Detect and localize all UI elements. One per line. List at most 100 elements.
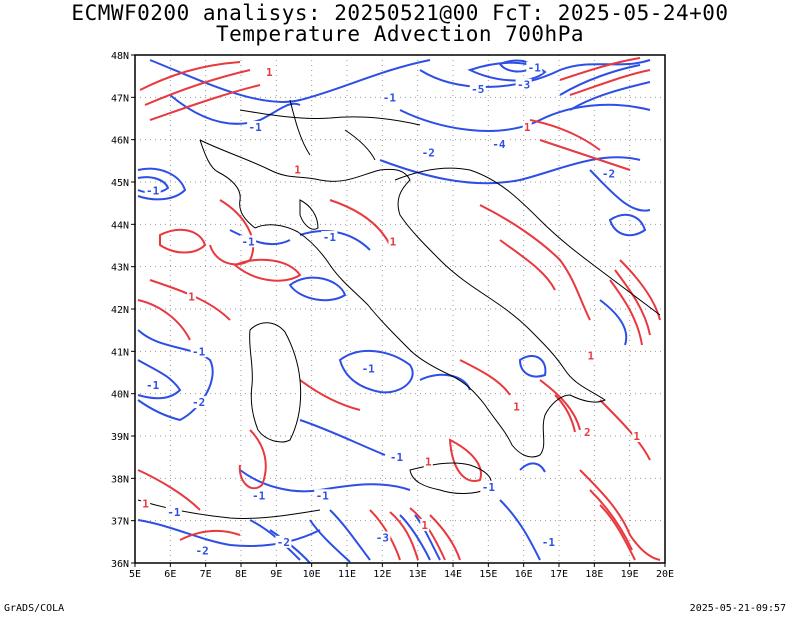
contour-label-bg <box>321 231 338 244</box>
contour-label: -1 <box>390 451 404 464</box>
contour-label: -2 <box>422 146 435 159</box>
lon-tick-label: 9E <box>270 569 282 580</box>
lat-tick-label: 37N <box>111 517 129 528</box>
contour-label: -1 <box>383 91 397 104</box>
lon-tick-label: 12E <box>373 569 391 580</box>
contour-label: -1 <box>167 506 181 519</box>
contour-label-bg <box>586 349 596 362</box>
contour-label: 1 <box>188 290 195 303</box>
contour-label: 1 <box>425 455 432 468</box>
contour-label: 1 <box>390 235 397 248</box>
lon-tick-label: 7E <box>200 569 212 580</box>
contour-label: -1 <box>542 536 556 549</box>
lat-tick-label: 36N <box>111 559 129 570</box>
contour-label-bg <box>388 451 405 464</box>
lat-tick-label: 38N <box>111 474 129 485</box>
lon-tick-label: 17E <box>550 569 568 580</box>
contour-label-bg <box>187 290 197 303</box>
contour-label-bg <box>264 65 274 78</box>
contour-label: -1 <box>482 481 496 494</box>
contour-label-bg <box>423 455 433 468</box>
contour-label: -1 <box>146 379 160 392</box>
contour-label-bg <box>522 120 532 133</box>
lon-tick-label: 15E <box>479 569 497 580</box>
contour-label: -1 <box>323 231 337 244</box>
lon-tick-label: 11E <box>338 569 356 580</box>
map-title: ECMWF0200 analisys: 20250521@00 FcT: 202… <box>71 1 729 25</box>
contour-label: -1 <box>252 489 266 502</box>
contour-label-bg <box>526 61 543 74</box>
contour-label-bg <box>247 120 264 133</box>
contour-label: 1 <box>294 163 301 176</box>
contour-label: 1 <box>513 400 520 413</box>
contour-label: -2 <box>196 544 209 557</box>
contour-label-bg <box>420 146 437 159</box>
contour-label: 1 <box>266 66 273 79</box>
contour-label-bg <box>360 362 377 375</box>
contour-label: 1 <box>587 350 594 363</box>
lon-tick-label: 19E <box>621 569 639 580</box>
lon-tick-label: 14E <box>444 569 462 580</box>
contour-label-bg <box>469 82 486 95</box>
contour-label: 2 <box>584 426 591 439</box>
lat-tick-label: 40N <box>111 390 129 401</box>
contour-label: -1 <box>362 362 376 375</box>
contour-label-bg <box>512 400 522 413</box>
lon-tick-label: 16E <box>515 569 533 580</box>
contour-label-bg <box>141 497 151 510</box>
generation-timestamp: 2025-05-21-09:57 <box>689 603 786 614</box>
contour-label-bg <box>190 345 207 358</box>
contour-label-bg <box>540 535 557 548</box>
contour-label-bg <box>515 78 532 91</box>
contour-label-bg <box>240 235 257 248</box>
contour-label-bg <box>314 489 331 502</box>
contour-label: 1 <box>524 121 531 134</box>
lat-tick-label: 43N <box>111 263 129 274</box>
contour-label: -1 <box>146 184 160 197</box>
contour-label: -3 <box>517 79 530 92</box>
contour-label-bg <box>293 163 303 176</box>
contour-label-layer: -1 -3 -5 -2 -4 -2 -1 -1 -1 -1 -1 -1 -1 -2 -1 -1 -1 -1 -1 -1… <box>141 61 642 557</box>
contour-label: -4 <box>492 138 506 151</box>
contour-label: -1 <box>192 345 206 358</box>
positive-advection-contours <box>137 57 661 561</box>
lat-tick-label: 42N <box>111 305 129 316</box>
contour-label: -1 <box>241 235 255 248</box>
lat-tick-label: 47N <box>111 93 129 104</box>
lat-tick-label: 39N <box>111 432 129 443</box>
lon-tick-label: 20E <box>656 569 674 580</box>
contour-label: -2 <box>192 396 205 409</box>
contour-label-bg <box>275 535 292 548</box>
contour-label: -1 <box>316 489 330 502</box>
contour-label-bg <box>582 425 592 438</box>
contour-label-bg <box>374 531 391 544</box>
contour-label-bg <box>194 544 211 557</box>
lat-tick-label: 41N <box>111 347 129 358</box>
contour-label: -1 <box>249 121 263 134</box>
lon-tick-label: 10E <box>303 569 321 580</box>
lat-tick-label: 46N <box>111 136 129 147</box>
software-credit: GrADS/COLA <box>4 603 65 614</box>
lon-tick-label: 13E <box>409 569 427 580</box>
contour-label: -2 <box>277 536 290 549</box>
contour-label-bg <box>165 506 182 519</box>
lon-tick-label: 5E <box>129 569 141 580</box>
negative-advection-contours <box>137 59 651 563</box>
map-subtitle: Temperature Advection 700hPa <box>215 22 584 46</box>
contour-label-bg <box>144 379 161 392</box>
contour-label-bg <box>632 430 642 442</box>
contour-label: 1 <box>142 498 149 511</box>
contour-label-bg <box>490 137 507 150</box>
lat-tick-label: 48N <box>111 51 129 62</box>
contour-label: 1 <box>421 519 428 532</box>
contour-label: -3 <box>376 532 389 545</box>
contour-label-bg <box>480 480 497 493</box>
contour-label-bg <box>600 167 617 180</box>
contour-label-bg <box>144 184 161 197</box>
coastline-and-borders <box>137 99 661 519</box>
contour-label: 1 <box>633 430 640 443</box>
contour-label-bg <box>381 91 398 104</box>
axis-ticks: 5E 6E 7E 8E 9E 10E 11E 12E 13E 14E 15E 16E 17E 18E 19E… <box>111 51 674 580</box>
lat-tick-label: 44N <box>111 220 129 231</box>
